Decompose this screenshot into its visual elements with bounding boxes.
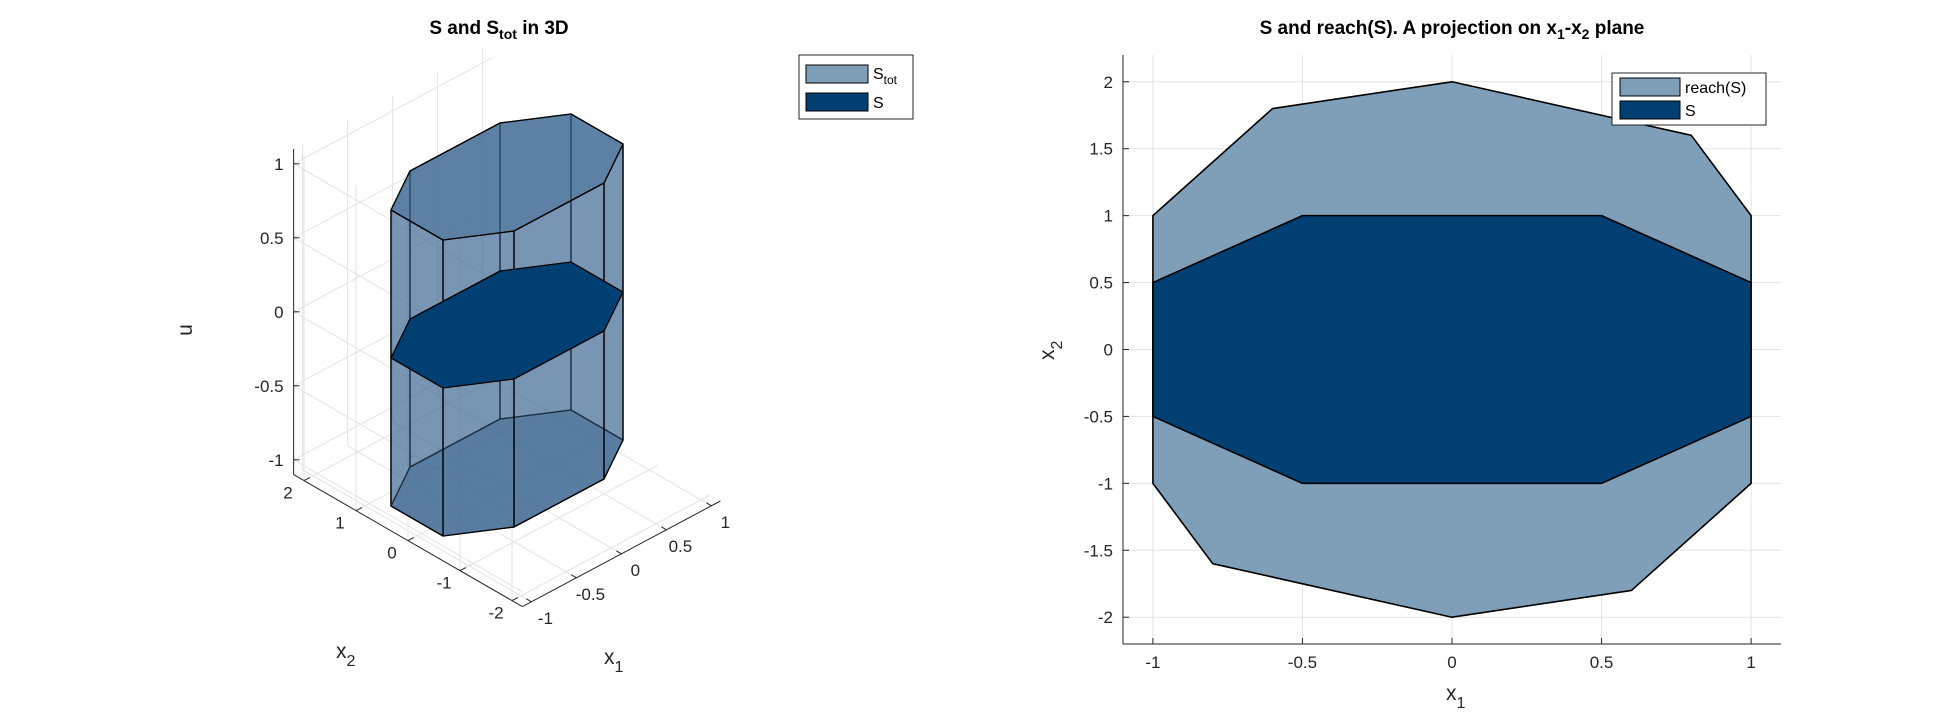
- tick-mark-x2: [407, 537, 415, 542]
- axis-label-x2-2d: x2: [1036, 341, 1066, 361]
- tick-label-x2: -1: [436, 574, 451, 593]
- tick-mark-x1: [571, 574, 577, 579]
- tick-label-x: -1: [1145, 653, 1160, 672]
- grid-floor-y: [303, 374, 503, 482]
- chart-title-3d: S and Stot in 3D: [429, 18, 568, 42]
- tick-label-x: 0: [1447, 653, 1456, 672]
- tick-label-u: 0.5: [260, 229, 284, 248]
- grid-wall-z: [293, 57, 492, 165]
- tick-label-x1: 0.5: [669, 537, 693, 556]
- tick-mark-x2: [303, 477, 311, 482]
- grid-wall-z2: [293, 311, 523, 445]
- grid-wall-z2: [293, 163, 523, 297]
- legend-swatch-s-tot: [805, 64, 869, 84]
- tick-label-u: -0.5: [254, 377, 283, 396]
- axis-label-x1-3d: x1: [604, 646, 624, 676]
- legend-label-reach: reach(S): [1685, 80, 1746, 97]
- tick-label-x1: -0.5: [576, 585, 605, 604]
- tick-label-y: -0.5: [1084, 407, 1113, 426]
- polygons-2d: [1152, 80, 1752, 619]
- tick-label-u: 1: [274, 155, 283, 174]
- tick-mark-x1: [706, 502, 712, 507]
- legend-label-s-tot: Stot: [873, 66, 898, 87]
- axis-label-u-3d: u: [174, 324, 197, 336]
- legend-label-s-3d: S: [873, 95, 884, 112]
- tick-label-y: -2: [1098, 608, 1113, 627]
- chart-title-2d: S and reach(S). A projection on x1-x2 pl…: [1260, 18, 1645, 42]
- tick-label-y: 0.5: [1089, 274, 1113, 293]
- tick-label-u: 0: [274, 303, 283, 322]
- tick-label-y: 2: [1104, 73, 1113, 92]
- tick-label-x1: 1: [721, 513, 730, 532]
- tick-label-y: 1.5: [1089, 140, 1113, 159]
- legend-label-s-2d: S: [1685, 103, 1696, 120]
- tick-label-x: 0.5: [1590, 653, 1614, 672]
- tick-label-x2: 2: [283, 484, 292, 503]
- polytopes-3d: [390, 113, 624, 537]
- tick-mark-x2: [355, 507, 363, 512]
- tick-label-y: 1: [1104, 207, 1113, 226]
- tick-mark-x1: [616, 550, 622, 555]
- tick-label-x: -0.5: [1288, 653, 1317, 672]
- grid-floor-y: [459, 464, 659, 572]
- tick-label-x2: 1: [335, 514, 344, 533]
- axis-label-x2-3d: x2: [336, 640, 356, 670]
- ticks-2d: -1 -0.5 0 0.5 1 -2 -1.5 -1 -0.5 0 0.5 1 1.5 2: [1084, 73, 1756, 672]
- tick-label-u: -1: [268, 451, 283, 470]
- grid-floor-y: [511, 494, 711, 602]
- tick-mark-x2: [511, 597, 519, 602]
- legend-swatch-reach: [1619, 77, 1681, 97]
- tick-label-x1: 0: [631, 561, 640, 580]
- tick-label-x1: -1: [538, 609, 553, 628]
- plot-2d: -1 -0.5 0 0.5 1 -2 -1.5 -1 -0.5 0 0.5 1 1.5 2 S and r…: [1036, 18, 1781, 712]
- legend-2d: reach(S) S: [1611, 72, 1767, 126]
- tick-label-y: -1.5: [1084, 541, 1113, 560]
- tick-label-x: 1: [1746, 653, 1755, 672]
- axis-label-x1-2d: x1: [1446, 682, 1466, 712]
- tick-mark-x1: [661, 526, 667, 531]
- s-tot-top-face: [390, 113, 624, 241]
- tick-label-y: 0: [1104, 341, 1113, 360]
- legend-swatch-s-3d: [805, 92, 869, 112]
- tick-label-x2: 0: [387, 544, 396, 563]
- polygon-s: [1152, 214, 1752, 485]
- tick-mark-x1: [526, 598, 532, 603]
- legend-swatch-s-2d: [1619, 100, 1681, 120]
- s-polygon-3d: [390, 261, 624, 389]
- legend-3d: Stot S: [798, 54, 914, 120]
- tick-mark-x2: [459, 567, 467, 572]
- tick-label-x2: -2: [488, 604, 503, 623]
- grid-wall-z2: [293, 459, 523, 593]
- tick-label-y: -1: [1098, 474, 1113, 493]
